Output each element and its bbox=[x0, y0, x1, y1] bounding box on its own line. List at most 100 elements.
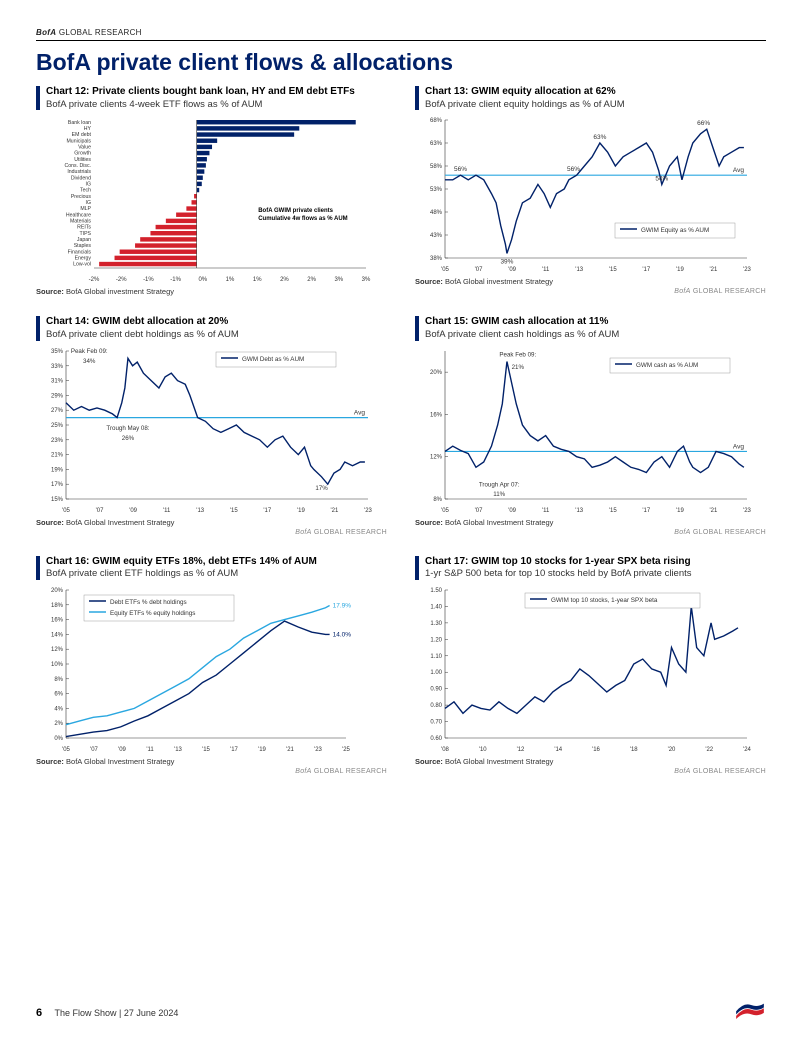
chart14-subtitle: BofA private client debt holdings as % o… bbox=[46, 329, 387, 341]
svg-text:39%: 39% bbox=[500, 259, 513, 266]
watermark-15: BofA GLOBAL RESEARCH bbox=[415, 529, 766, 536]
svg-text:17%: 17% bbox=[51, 482, 64, 488]
svg-text:'17: '17 bbox=[642, 267, 650, 273]
watermark-13: BofA GLOBAL RESEARCH bbox=[415, 288, 766, 295]
svg-text:53%: 53% bbox=[430, 187, 443, 193]
svg-text:0%: 0% bbox=[54, 736, 63, 742]
svg-text:BofA GWIM private clients: BofA GWIM private clients bbox=[258, 208, 333, 214]
svg-text:1.50: 1.50 bbox=[430, 588, 442, 594]
svg-text:21%: 21% bbox=[512, 364, 525, 371]
svg-text:4%: 4% bbox=[54, 707, 63, 713]
svg-text:12%: 12% bbox=[430, 454, 443, 460]
svg-text:56%: 56% bbox=[567, 167, 580, 174]
svg-text:26%: 26% bbox=[122, 435, 135, 442]
svg-text:Peak Feb 09:: Peak Feb 09: bbox=[499, 351, 536, 358]
chart15-svg: 8%12%16%20%'05'07'09'11'13'15'17'19'21'2… bbox=[415, 345, 755, 515]
svg-text:58%: 58% bbox=[430, 164, 443, 170]
svg-text:'23: '23 bbox=[743, 508, 751, 514]
svg-text:34%: 34% bbox=[83, 358, 96, 365]
svg-text:'13: '13 bbox=[575, 267, 583, 273]
chart17-svg: 0.600.700.800.901.001.101.201.301.401.50… bbox=[415, 584, 755, 754]
chart13: Chart 13: GWIM equity allocation at 62% … bbox=[415, 86, 766, 296]
svg-text:'13: '13 bbox=[174, 747, 182, 753]
svg-text:63%: 63% bbox=[593, 134, 606, 141]
svg-text:Avg: Avg bbox=[733, 443, 744, 450]
svg-text:Financials: Financials bbox=[68, 250, 92, 256]
svg-text:63%: 63% bbox=[430, 141, 443, 147]
svg-text:Healthcare: Healthcare bbox=[66, 213, 91, 219]
svg-text:2%: 2% bbox=[307, 277, 316, 283]
svg-text:'20: '20 bbox=[668, 747, 676, 753]
svg-text:-1%: -1% bbox=[143, 277, 154, 283]
svg-text:0.80: 0.80 bbox=[430, 703, 442, 709]
svg-text:27%: 27% bbox=[51, 408, 64, 414]
svg-text:Debt ETFs % debt holdings: Debt ETFs % debt holdings bbox=[110, 599, 187, 606]
svg-text:6%: 6% bbox=[54, 692, 63, 698]
svg-text:-1%: -1% bbox=[170, 277, 181, 283]
chart12: Chart 12: Private clients bought bank lo… bbox=[36, 86, 387, 296]
svg-text:Dividend: Dividend bbox=[71, 176, 91, 182]
svg-text:'09: '09 bbox=[508, 267, 516, 273]
svg-text:35%: 35% bbox=[51, 349, 64, 355]
svg-text:Japan: Japan bbox=[77, 237, 91, 243]
svg-text:Avg: Avg bbox=[354, 409, 365, 416]
svg-text:'16: '16 bbox=[592, 747, 600, 753]
svg-text:'17: '17 bbox=[642, 508, 650, 514]
svg-text:19%: 19% bbox=[51, 467, 64, 473]
chart13-title: Chart 13: GWIM equity allocation at 62% bbox=[425, 86, 766, 99]
svg-text:GWIM Equity as % AUM: GWIM Equity as % AUM bbox=[641, 227, 709, 234]
svg-text:GWM cash as % AUM: GWM cash as % AUM bbox=[636, 362, 698, 369]
chart16-subtitle: BofA private client ETF holdings as % of… bbox=[46, 568, 387, 580]
header-brand: BofA GLOBAL RESEARCH bbox=[36, 28, 766, 37]
chart15-subtitle: BofA private client cash holdings as % o… bbox=[425, 329, 766, 341]
svg-text:Value: Value bbox=[78, 145, 91, 151]
svg-text:EM debt: EM debt bbox=[72, 132, 92, 138]
svg-text:'19: '19 bbox=[297, 508, 305, 514]
chart17-source: Source: BofA Global Investment Strategy bbox=[415, 757, 766, 766]
svg-text:'09: '09 bbox=[118, 747, 126, 753]
svg-text:'21: '21 bbox=[710, 508, 718, 514]
chart12-subtitle: BofA private clients 4-week ETF flows as… bbox=[46, 99, 387, 111]
svg-text:'09: '09 bbox=[129, 508, 137, 514]
footer: 6 The Flow Show | 27 June 2024 bbox=[36, 999, 766, 1019]
svg-text:'17: '17 bbox=[230, 747, 238, 753]
svg-text:'21: '21 bbox=[286, 747, 294, 753]
svg-text:'11: '11 bbox=[163, 508, 171, 514]
svg-text:16%: 16% bbox=[51, 618, 64, 624]
svg-text:'21: '21 bbox=[331, 508, 339, 514]
svg-text:-2%: -2% bbox=[89, 277, 100, 283]
footer-left: 6 The Flow Show | 27 June 2024 bbox=[36, 1007, 178, 1019]
svg-text:'21: '21 bbox=[710, 267, 718, 273]
chart17-subtitle: 1-yr S&P 500 beta for top 10 stocks held… bbox=[425, 568, 766, 580]
svg-text:1.00: 1.00 bbox=[430, 670, 442, 676]
svg-text:'08: '08 bbox=[441, 747, 449, 753]
svg-text:Growth: Growth bbox=[74, 151, 91, 157]
chart12-source: Source: BofA Global investment Strategy bbox=[36, 287, 387, 296]
svg-text:'12: '12 bbox=[517, 747, 525, 753]
chart16: Chart 16: GWIM equity ETFs 18%, debt ETF… bbox=[36, 556, 387, 775]
svg-text:43%: 43% bbox=[430, 233, 443, 239]
chart13-source: Source: BofA Global investment Strategy bbox=[415, 277, 766, 286]
svg-text:18%: 18% bbox=[51, 603, 64, 609]
svg-text:38%: 38% bbox=[430, 256, 443, 262]
svg-text:GWM Debt as % AUM: GWM Debt as % AUM bbox=[242, 356, 304, 363]
svg-text:Cons. Disc.: Cons. Disc. bbox=[64, 163, 91, 169]
svg-text:'05: '05 bbox=[62, 747, 70, 753]
chart14: Chart 14: GWIM debt allocation at 20% Bo… bbox=[36, 316, 387, 535]
svg-text:'15: '15 bbox=[609, 508, 617, 514]
svg-text:'18: '18 bbox=[630, 747, 638, 753]
svg-text:20%: 20% bbox=[430, 370, 443, 376]
chart12-svg: Bank loanHYEM debtMunicipalsValueGrowthU… bbox=[36, 114, 376, 284]
chart13-svg: 38%43%48%53%58%63%68%'05'07'09'11'13'15'… bbox=[415, 114, 755, 274]
svg-text:'23: '23 bbox=[743, 267, 751, 273]
svg-text:14.0%: 14.0% bbox=[333, 632, 352, 639]
svg-text:Avg: Avg bbox=[733, 168, 744, 175]
header-rule bbox=[36, 40, 766, 41]
svg-text:0.90: 0.90 bbox=[430, 687, 442, 693]
chart15: Chart 15: GWIM cash allocation at 11% Bo… bbox=[415, 316, 766, 535]
chart15-title: Chart 15: GWIM cash allocation at 11% bbox=[425, 316, 766, 329]
svg-text:12%: 12% bbox=[51, 647, 64, 653]
svg-text:'10: '10 bbox=[479, 747, 487, 753]
svg-text:Trough May 08:: Trough May 08: bbox=[106, 425, 149, 432]
svg-text:0.60: 0.60 bbox=[430, 736, 442, 742]
